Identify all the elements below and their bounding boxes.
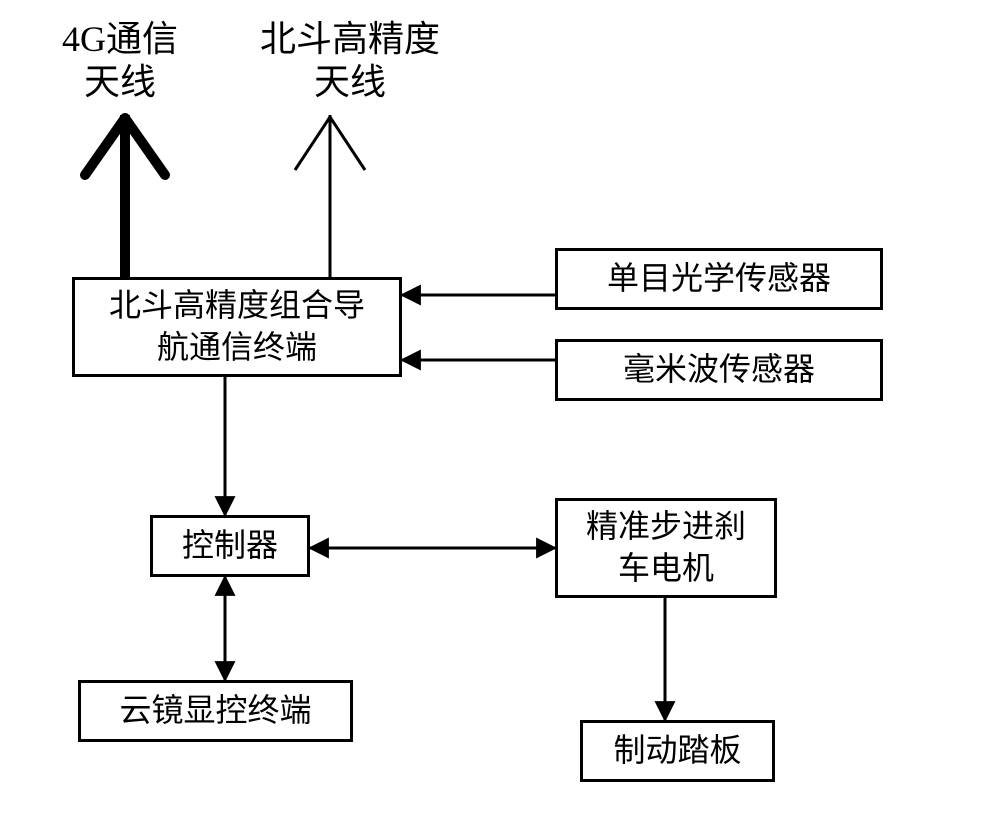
antenna-bd-icon: [295, 115, 365, 277]
node-cloud-mirror: 云镜显控终端: [78, 680, 353, 742]
diagram-canvas: 4G通信天线 北斗高精度天线 北斗高精度组合导航通信终端 单目光学传感器 毫米波…: [0, 0, 1000, 828]
node-nav-terminal: 北斗高精度组合导航通信终端: [72, 277, 402, 377]
node-controller: 控制器: [150, 515, 310, 577]
node-mmw-sensor: 毫米波传感器: [555, 339, 883, 401]
node-step-motor: 精准步进刹车电机: [555, 498, 777, 598]
node-mono-sensor: 单目光学传感器: [555, 248, 883, 310]
label-bd-antenna: 北斗高精度天线: [230, 18, 470, 104]
antenna-4g-icon: [85, 115, 165, 277]
label-4g-antenna: 4G通信天线: [10, 18, 230, 104]
node-brake-pedal: 制动踏板: [580, 720, 775, 782]
